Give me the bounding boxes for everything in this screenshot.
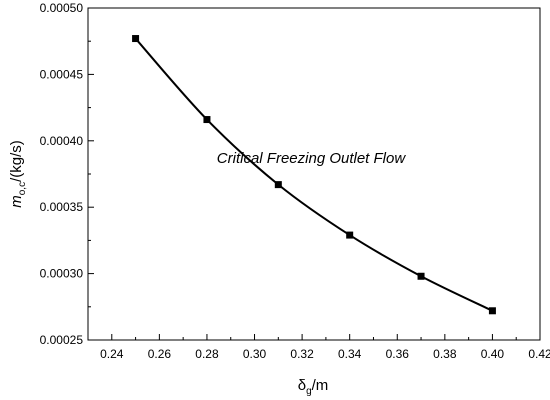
x-tick-label: 0.24 — [100, 347, 124, 361]
y-tick-label: 0.00030 — [40, 267, 84, 281]
x-tick-label: 0.26 — [148, 347, 172, 361]
annotation-text: Critical Freezing Outlet Flow — [217, 150, 407, 167]
data-point-marker — [274, 181, 282, 189]
y-axis-title: mo,c/(kg/s) — [8, 140, 28, 208]
x-tick-label: 0.30 — [243, 347, 267, 361]
data-point-marker — [346, 231, 354, 239]
x-tick-label: 0.38 — [433, 347, 457, 361]
x-tick-label: 0.40 — [481, 347, 505, 361]
series-line — [134, 37, 493, 312]
y-tick-label: 0.00025 — [40, 333, 84, 347]
x-axis-title-sub: g — [306, 386, 312, 397]
y-axis-title-sub: o,c — [17, 182, 28, 195]
series-markers — [132, 35, 496, 315]
x-tick-label: 0.28 — [195, 347, 219, 361]
data-point-marker — [203, 116, 211, 124]
y-axis-ticks: 0.00025 0.00030 0.00035 0.00040 0.00045 0.000… — [40, 1, 94, 347]
y-axis-title-rest: /(kg/s) — [8, 140, 25, 182]
data-point-marker — [132, 35, 140, 43]
y-tick-label: 0.00045 — [40, 67, 84, 81]
x-axis-title-rest: /m — [312, 377, 329, 394]
y-tick-label: 0.00035 — [40, 200, 84, 214]
x-tick-label: 0.42 — [528, 347, 550, 361]
data-point-marker — [417, 272, 425, 280]
x-tick-label: 0.32 — [290, 347, 314, 361]
x-tick-label: 0.36 — [386, 347, 410, 361]
y-tick-label: 0.00050 — [40, 1, 84, 15]
x-tick-label: 0.34 — [338, 347, 362, 361]
y-axis-title-main: m — [8, 195, 25, 208]
plot-frame — [87, 7, 541, 341]
x-axis-ticks: 0.24 0.26 0.28 0.30 0.32 0.34 0.36 0.38 0.40 0.42 — [100, 334, 550, 361]
y-tick-label: 0.00040 — [40, 134, 84, 148]
data-point-marker — [488, 307, 496, 315]
x-axis-title-main: δ — [298, 377, 306, 394]
x-axis-title: δg/m — [298, 377, 329, 397]
